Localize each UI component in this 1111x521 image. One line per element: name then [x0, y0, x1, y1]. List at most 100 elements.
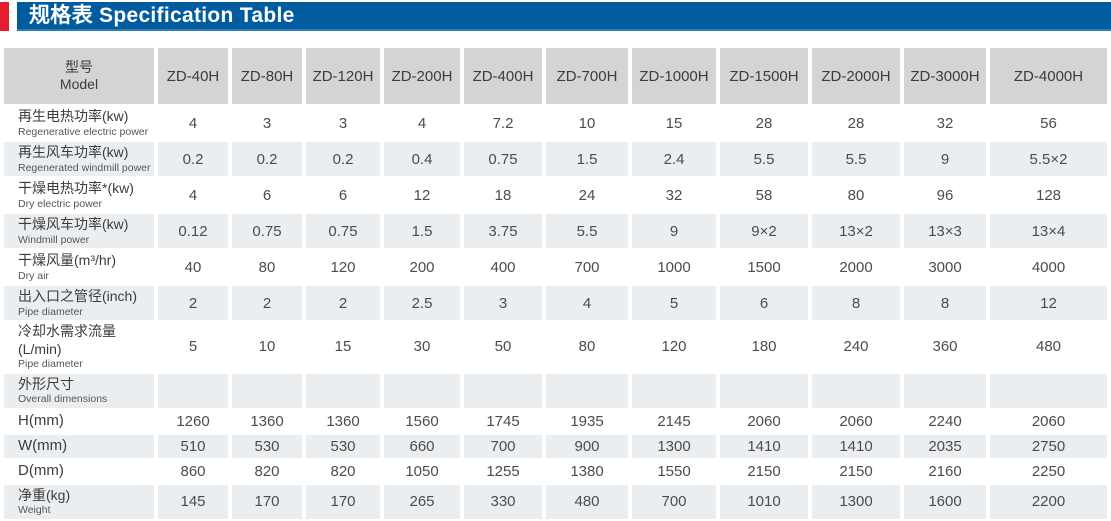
value-cell: 480 [546, 484, 628, 519]
value-cell: 2060 [839, 412, 873, 430]
model-column-header: ZD-400H [464, 48, 542, 104]
row-label-cell: 出入口之管径(inch) Pipe diameter [4, 286, 154, 320]
value-cell: 5.5 [720, 142, 808, 176]
row-label-zh: 干燥电热功率*(kw) [18, 180, 134, 197]
model-column-header: ZD-80H [232, 48, 302, 104]
row-label-en: Overall dimensions [18, 393, 108, 406]
value-cell: 13×2 [812, 214, 900, 248]
row-label-zh: W(mm) [18, 437, 68, 455]
value-cell [632, 373, 716, 408]
value-cell: 820 [330, 462, 356, 480]
value-cell: 15 [665, 114, 683, 132]
value-cell: 30 [413, 338, 431, 356]
value-cell: 2 [306, 286, 380, 320]
value-cell: 6 [720, 286, 808, 320]
value-cell: 400 [490, 258, 516, 276]
row-label-cell: 冷却水需求流量(L/min) Pipe diameter [4, 322, 154, 372]
value-cell [990, 373, 1107, 408]
value-cell: 9 [632, 214, 716, 248]
table-row: W(mm) 510 530 530 660 700 900 1300 1410 1410 2035 2… [4, 434, 1107, 458]
row-label-cell: 干燥风车功率(kw) Windmill power [4, 214, 154, 248]
value-cell: 480 [1035, 338, 1062, 356]
table-row: H(mm) 1260 1360 1360 1560 1745 1935 2145 2060 206… [4, 410, 1107, 433]
row-label-zh: 冷却水需求流量(L/min) [18, 323, 116, 358]
row-label-zh: 再生电热功率(kw) [18, 108, 129, 125]
value-cell: 700 [574, 258, 600, 276]
value-cell: 2 [232, 286, 302, 320]
value-cell: 700 [632, 484, 716, 519]
row-label-cell: H(mm) [4, 410, 154, 433]
value-cell: 145 [158, 484, 228, 519]
row-label-zh: H(mm) [18, 412, 64, 430]
value-cell [720, 373, 808, 408]
value-cell: 58 [755, 186, 773, 204]
model-column-header: ZD-200H [384, 48, 460, 104]
value-cell: 2.4 [632, 142, 716, 176]
value-cell: 200 [409, 258, 435, 276]
value-cell: 0.12 [158, 214, 228, 248]
value-cell: 8 [812, 286, 900, 320]
row-label-cell: D(mm) [4, 460, 154, 483]
value-cell: 820 [254, 462, 280, 480]
value-cell: 120 [661, 338, 687, 356]
page-title: 规格表 Specification Table [29, 4, 295, 27]
value-cell: 1410 [720, 434, 808, 458]
value-cell: 18 [494, 186, 512, 204]
value-cell: 2150 [839, 462, 873, 480]
value-cell: 96 [936, 186, 954, 204]
value-cell: 8 [904, 286, 986, 320]
table-row: 干燥电热功率*(kw) Dry electric power 4 6 6 12 18 24 32… [4, 178, 1107, 212]
value-cell: 5.5×2 [990, 142, 1107, 176]
value-cell: 360 [932, 338, 958, 356]
value-cell: 80 [578, 338, 596, 356]
table-row: 干燥风量(m³/hr) Dry air 40 80 120 200 400 700 1000 15… [4, 250, 1107, 284]
value-cell: 40 [184, 258, 202, 276]
value-cell: 700 [464, 434, 542, 458]
table-row: 再生电热功率(kw) Regenerative electric power 4 3 3… [4, 106, 1107, 140]
value-cell: 80 [258, 258, 276, 276]
row-label-cell: 干燥电热功率*(kw) Dry electric power [4, 178, 154, 212]
value-cell [384, 373, 460, 408]
model-column-header: ZD-1500H [720, 48, 808, 104]
value-cell: 5.5 [812, 142, 900, 176]
value-cell: 0.2 [306, 142, 380, 176]
value-cell: 2 [158, 286, 228, 320]
value-cell: 4000 [1031, 258, 1066, 276]
table-row: 再生风车功率(kw) Regenerated windmill power 0.2 0… [4, 142, 1107, 176]
value-cell: 2150 [747, 462, 781, 480]
red-accent-bar [0, 2, 9, 31]
value-cell: 3 [464, 286, 542, 320]
row-label-cell: 外形尺寸 Overall dimensions [4, 373, 154, 408]
value-cell: 1.5 [546, 142, 628, 176]
model-column-header: ZD-40H [158, 48, 228, 104]
value-cell: 2000 [839, 258, 873, 276]
value-cell: 2250 [1031, 462, 1066, 480]
value-cell: 1360 [250, 412, 284, 430]
value-cell: 330 [464, 484, 542, 519]
row-label-zh: 干燥风量(m³/hr) [18, 252, 116, 269]
value-cell: 3 [338, 114, 348, 132]
value-cell: 28 [755, 114, 773, 132]
value-cell: 0.75 [464, 142, 542, 176]
value-cell: 510 [158, 434, 228, 458]
value-cell [812, 373, 900, 408]
value-cell: 1410 [812, 434, 900, 458]
value-cell: 13×4 [990, 214, 1107, 248]
table-row: D(mm) 860 820 820 1050 1255 1380 1550 2150 2150 21… [4, 460, 1107, 483]
value-cell: 9×2 [720, 214, 808, 248]
value-cell: 4 [188, 114, 198, 132]
value-cell: 1050 [405, 462, 439, 480]
value-cell: 0.75 [306, 214, 380, 248]
row-label-cell: 净重(kg) Weight [4, 484, 154, 519]
row-label-en: Pipe diameter [18, 305, 83, 318]
value-cell: 1600 [904, 484, 986, 519]
value-cell: 56 [1040, 114, 1057, 132]
value-cell: 2200 [990, 484, 1107, 519]
value-cell: 170 [232, 484, 302, 519]
value-cell: 530 [306, 434, 380, 458]
value-cell: 1260 [176, 412, 210, 430]
value-cell: 24 [578, 186, 596, 204]
model-column-header: ZD-1000H [632, 48, 716, 104]
row-label-en: Windmill power [18, 233, 90, 246]
value-cell: 4 [417, 114, 427, 132]
